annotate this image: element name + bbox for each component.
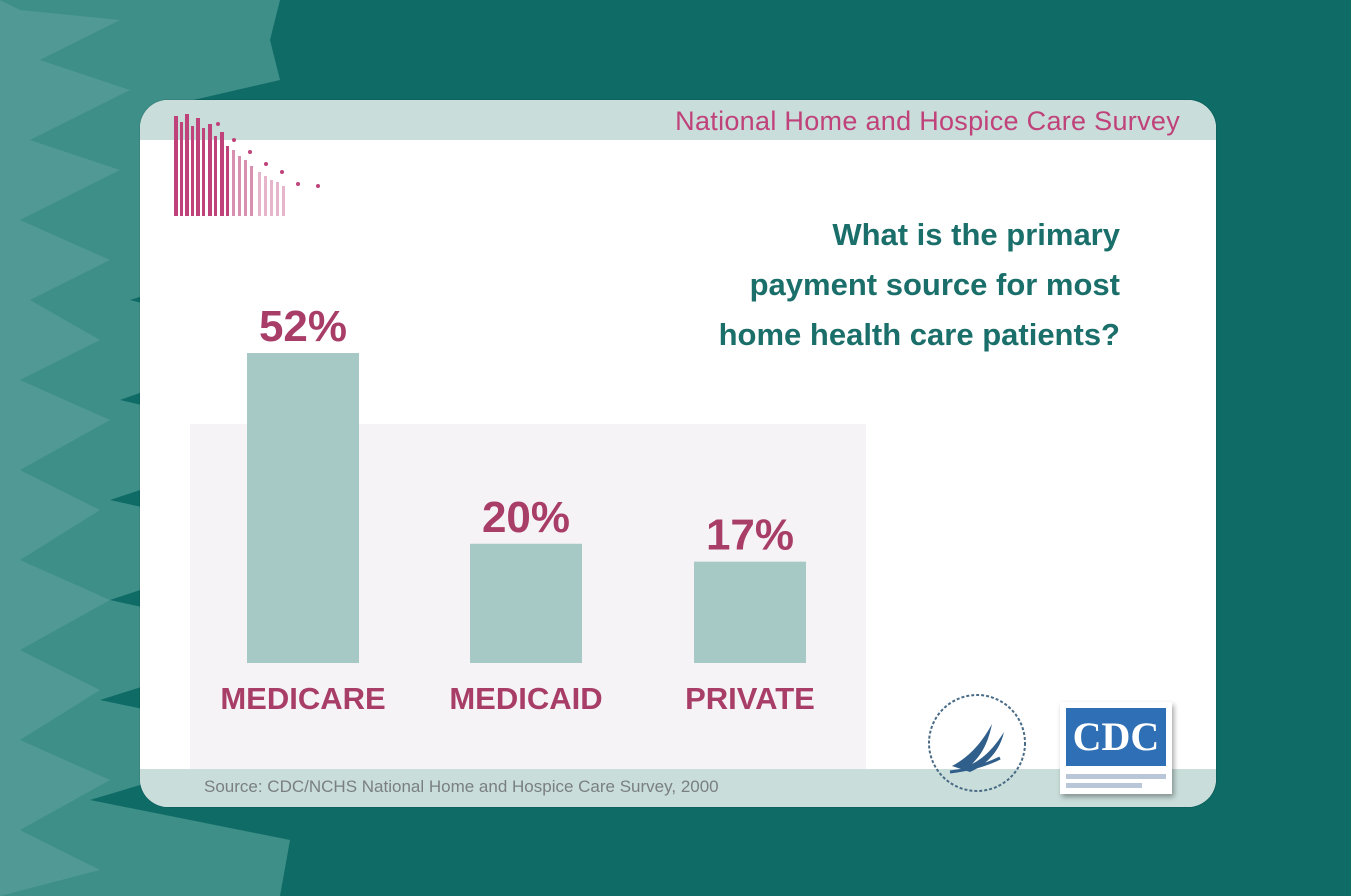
cdc-logo-text: CDC bbox=[1066, 708, 1166, 766]
cdc-logo-tagline-2 bbox=[1066, 783, 1142, 788]
category-label-medicare: MEDICARE bbox=[220, 681, 385, 716]
source-citation: Source: CDC/NCHS National Home and Hospi… bbox=[204, 777, 719, 796]
survey-title: National Home and Hospice Care Survey bbox=[675, 106, 1180, 136]
question-line-3: home health care patients? bbox=[718, 317, 1120, 352]
bar-chart: 52% MEDICARE 20% MEDICAID 17% PRIVATE bbox=[190, 302, 866, 772]
bar-medicare bbox=[247, 353, 359, 663]
category-label-medicaid: MEDICAID bbox=[449, 681, 602, 716]
header-band bbox=[140, 100, 1216, 140]
hhs-eagle-seal-icon bbox=[928, 694, 1026, 792]
survey-logo-icon bbox=[174, 114, 320, 216]
category-label-private: PRIVATE bbox=[685, 681, 815, 716]
bar-private bbox=[694, 561, 806, 663]
slide-card: National Home and Hospice Care Survey Wh… bbox=[140, 100, 1216, 807]
chart-question: What is the primary payment source for m… bbox=[530, 210, 1120, 360]
question-line-1: What is the primary bbox=[832, 217, 1120, 252]
cdc-logo-tagline bbox=[1066, 774, 1166, 779]
footer-band bbox=[140, 769, 1216, 807]
value-label-medicare: 52% bbox=[259, 302, 347, 351]
cdc-logo: CDC bbox=[1060, 702, 1172, 794]
value-label-medicaid: 20% bbox=[482, 493, 570, 542]
value-label-private: 17% bbox=[706, 511, 794, 560]
bar-medicaid bbox=[470, 543, 582, 663]
question-line-2: payment source for most bbox=[749, 267, 1120, 302]
